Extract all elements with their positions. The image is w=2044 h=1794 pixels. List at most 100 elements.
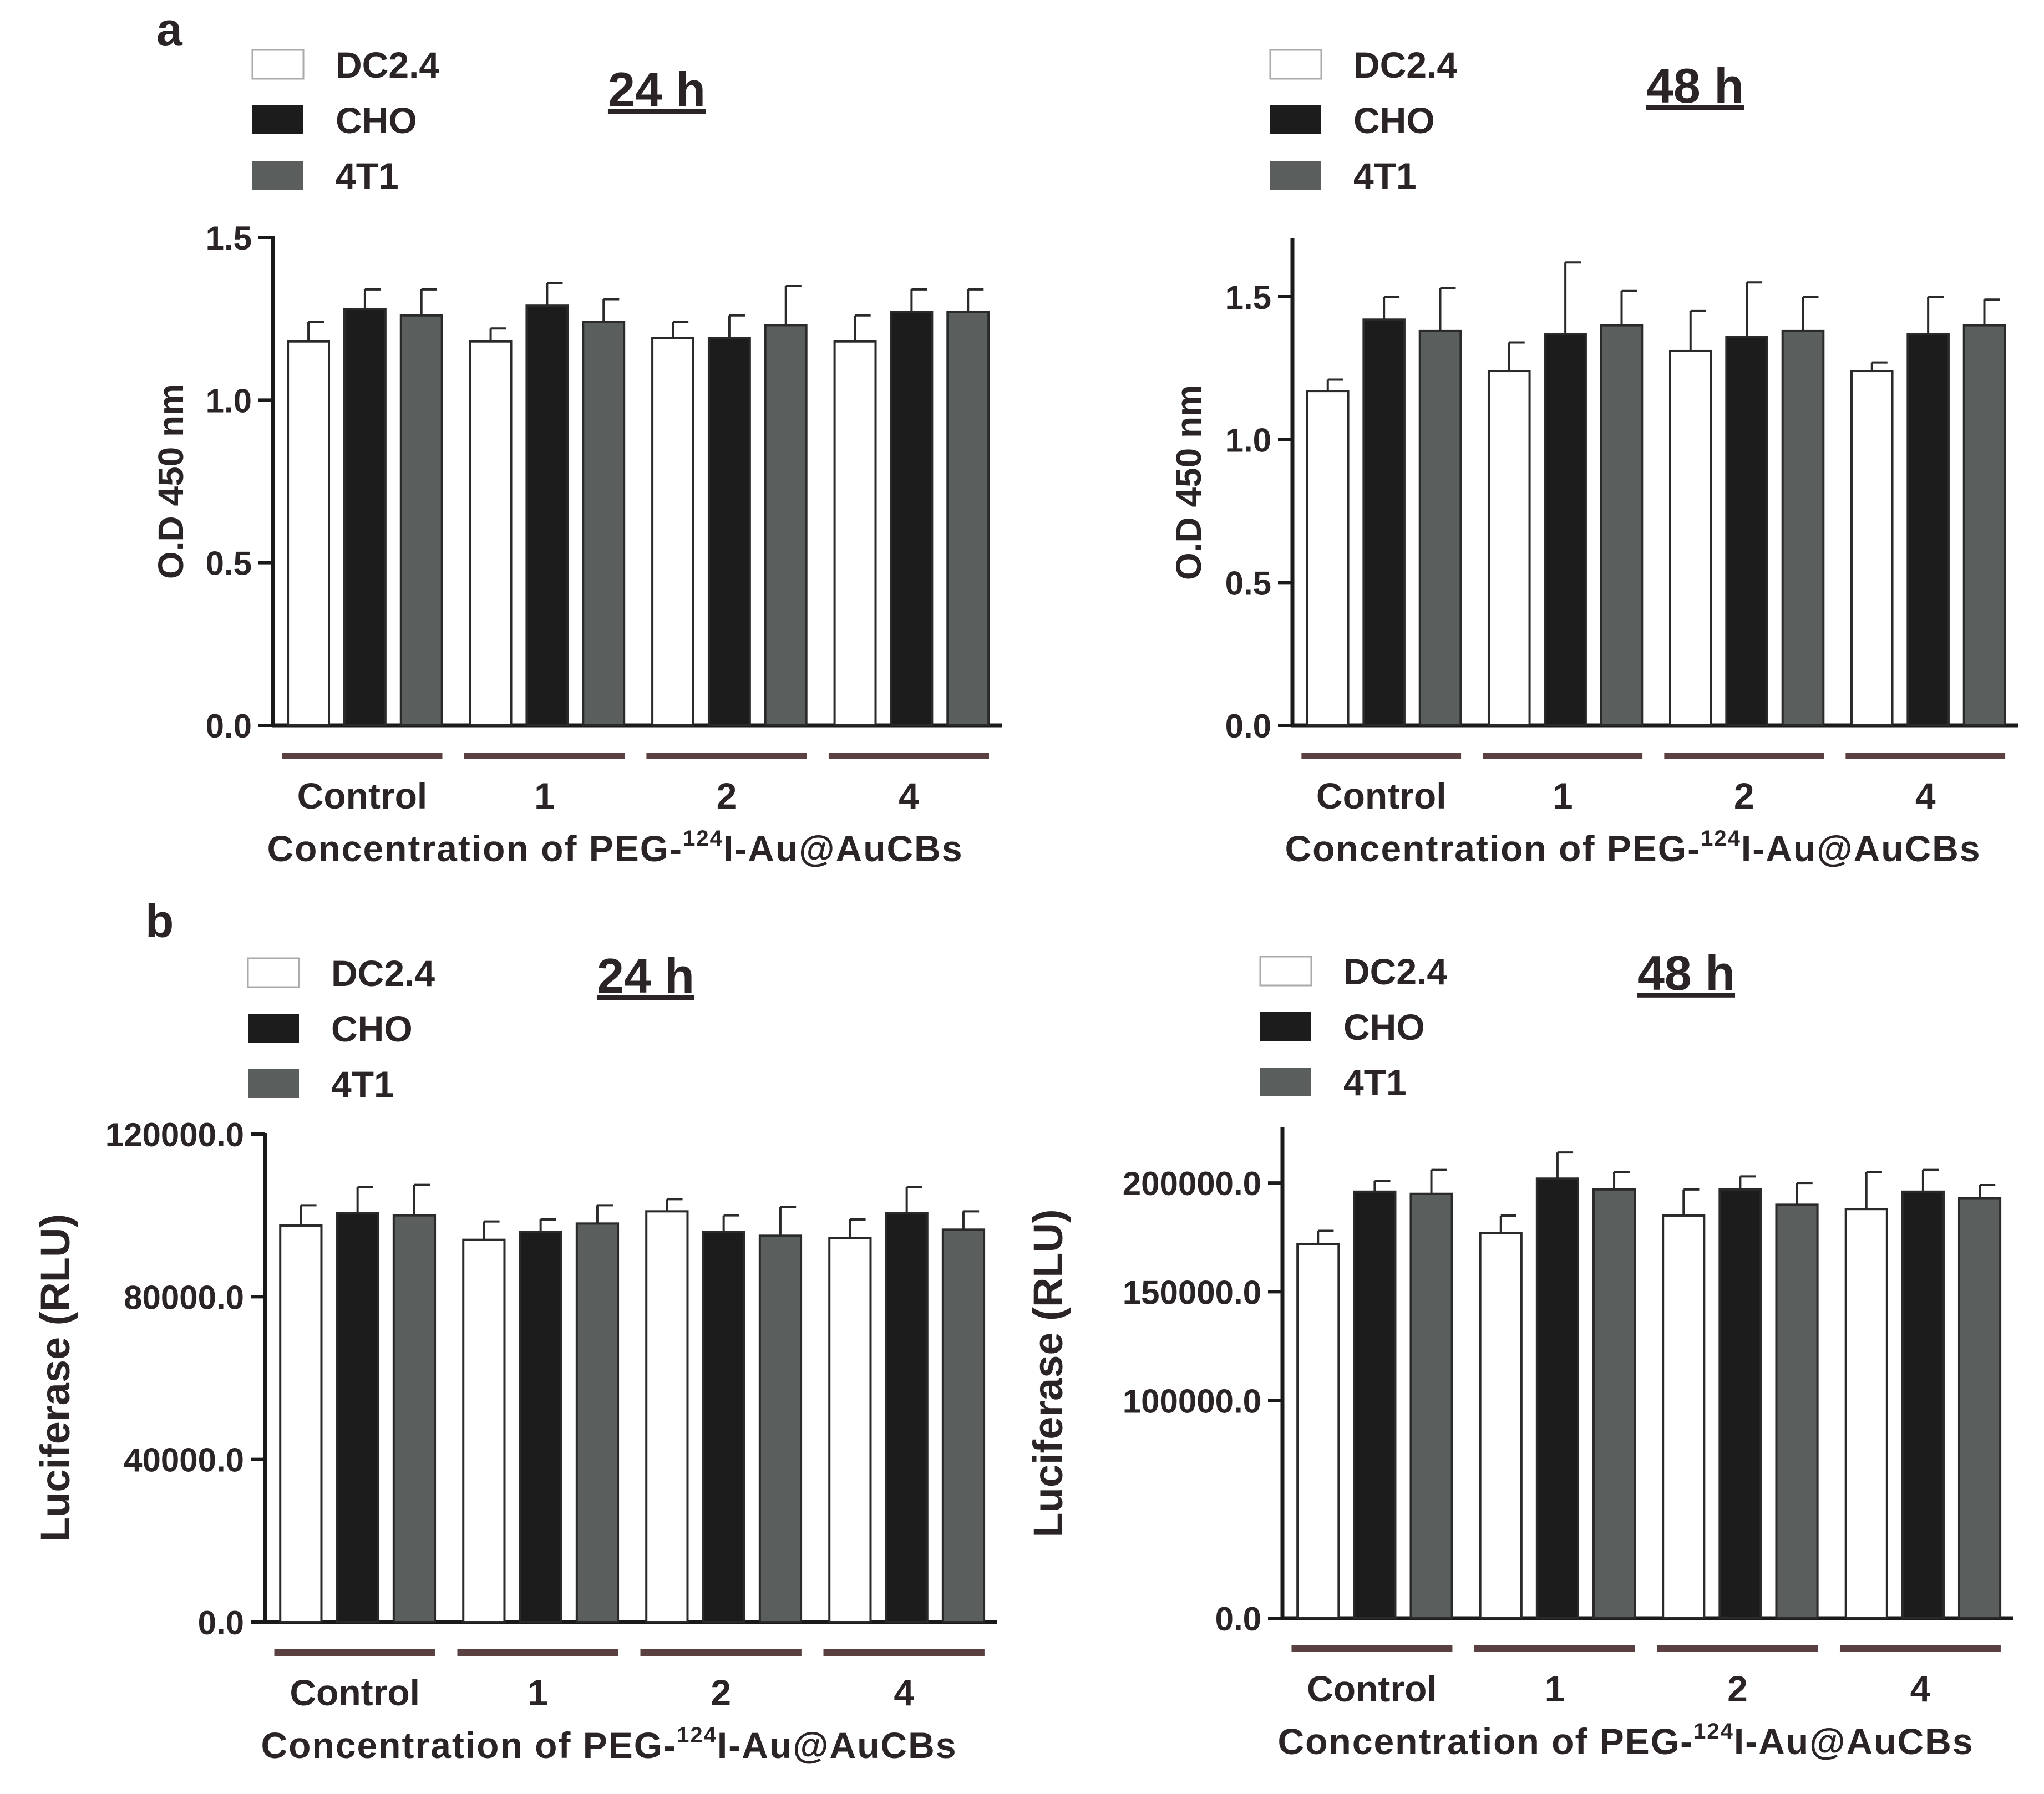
bar-cho-2: [1718, 1188, 1762, 1620]
legend: DC2.4 CHO 4T1: [1269, 44, 1457, 196]
bar-4t1-4: [1962, 324, 2006, 726]
y-tick-label: 1.5: [206, 220, 252, 257]
legend-swatch-cho: [248, 1014, 299, 1043]
x-axis-label-rest: I-Au@AuCBs: [717, 1725, 957, 1766]
chart-title: 24 h: [608, 62, 706, 117]
y-tick-label: 40000.0: [124, 1442, 244, 1479]
y-tick-label: 0.5: [206, 545, 252, 582]
bar-cho-2: [702, 1231, 745, 1623]
y-tick-label: 200000.0: [1123, 1165, 1261, 1202]
chart-3: 24 h DC2.4 CHO 4T1 0.0 40000.0 80000.0 120000.0…: [32, 948, 997, 1766]
x-tick-label: 1: [534, 775, 555, 816]
y-tick-label: 0.0: [198, 1604, 244, 1641]
legend-swatch-dc24: [1269, 49, 1322, 80]
bar-dc24-1: [1487, 370, 1531, 726]
x-tick-label: 2: [717, 775, 737, 816]
bar-dc24-1: [1479, 1232, 1523, 1619]
x-tick-label: 2: [711, 1672, 731, 1713]
bar-4t1-control: [392, 1214, 437, 1624]
y-tick-label: 120000.0: [105, 1116, 244, 1153]
legend-label: CHO: [331, 1008, 413, 1049]
legend-swatch-4t1: [1260, 1068, 1311, 1096]
bar-4t1-2: [758, 1234, 803, 1623]
legend-label: CHO: [336, 100, 417, 141]
legend-swatch-dc24: [1259, 956, 1312, 987]
y-axis-label: Luciferase (RLU): [32, 1214, 78, 1542]
bar-cho-2: [707, 337, 751, 726]
bar-dc24-1: [469, 340, 513, 726]
bar-dc24-4: [1844, 1208, 1888, 1619]
chart-title: 48 h: [1637, 946, 1735, 1000]
y-tick-label: 100000.0: [1123, 1383, 1261, 1420]
y-tick-label: 0.5: [1225, 565, 1271, 602]
x-tick-label: 4: [1910, 1668, 1931, 1709]
y-axis-label: Luciferase (RLU): [1025, 1209, 1071, 1537]
bar-dc24-control: [279, 1224, 323, 1623]
x-axis-label-sup: 124: [1701, 826, 1741, 851]
bar-cho-4: [1901, 1190, 1945, 1619]
y-tick-label: 1.0: [206, 382, 252, 419]
x-tick-label: 4: [899, 775, 919, 816]
x-tick-label: 4: [1915, 775, 1936, 816]
legend-label: 4T1: [336, 155, 399, 196]
x-axis-label: Concentration of PEG-124I-Au@AuCBs: [1285, 826, 1981, 869]
x-axis-label-main: Concentration of PEG-: [267, 828, 683, 869]
y-tick-label: 1.0: [1225, 422, 1271, 459]
x-tick-label: Control: [1316, 775, 1447, 816]
x-axis-label-rest: I-Au@AuCBs: [1741, 828, 1981, 869]
legend-swatch-4t1: [1270, 161, 1321, 190]
bar-4t1-4: [946, 311, 990, 726]
legend-label: 4T1: [1353, 155, 1417, 196]
y-tick-label: 80000.0: [124, 1279, 244, 1316]
legend-swatch-dc24: [251, 49, 305, 80]
bar-cho-1: [525, 304, 569, 726]
legend-swatch-cho: [1270, 105, 1321, 134]
x-axis-label: Concentration of PEG-124I-Au@AuCBs: [1277, 1719, 1974, 1762]
bar-dc24-control: [1296, 1242, 1340, 1620]
legend-label: 4T1: [1343, 1062, 1407, 1103]
bar-4t1-control: [1409, 1192, 1453, 1620]
x-axis-label-main: Concentration of PEG-: [1285, 828, 1701, 869]
charts-container: 24 h DC2.4 CHO 4T1 0.0 0.5 1.0 1.5 O.D 450 nm Con…: [32, 44, 2018, 1766]
y-tick-label: 0.0: [1215, 1600, 1261, 1638]
legend-label: CHO: [1353, 100, 1435, 141]
bar-dc24-control: [287, 340, 331, 726]
y-axis-label: O.D 450 nm: [151, 384, 191, 579]
bar-cho-control: [343, 308, 387, 726]
y-axis-label: O.D 450 nm: [1169, 385, 1209, 580]
legend-label: DC2.4: [336, 44, 439, 85]
x-axis-label-main: Concentration of PEG-: [261, 1725, 677, 1766]
bar-cho-control: [1362, 318, 1406, 726]
legend: DC2.4 CHO 4T1: [251, 44, 439, 196]
bar-4t1-1: [1600, 324, 1644, 726]
bar-cho-4: [1906, 333, 1950, 726]
x-tick-label: 1: [1545, 1668, 1565, 1709]
bar-4t1-4: [1957, 1197, 2002, 1620]
bar-dc24-4: [833, 340, 877, 726]
panel-label-a: a: [156, 3, 183, 55]
bar-cho-4: [885, 1212, 929, 1623]
legend-swatch-4t1: [252, 161, 303, 190]
y-tick-label: 0.0: [206, 708, 252, 745]
chart-4: 48 h DC2.4 CHO 4T1 0.0 100000.0 150000.0 200000…: [1025, 946, 2013, 1762]
bar-4t1-control: [1418, 329, 1462, 726]
y-tick-label: 0.0: [1225, 708, 1271, 745]
x-axis-label: Concentration of PEG-124I-Au@AuCBs: [267, 826, 963, 869]
legend-label: DC2.4: [1353, 44, 1457, 85]
x-axis-label-rest: I-Au@AuCBs: [723, 828, 963, 869]
bar-dc24-4: [1850, 370, 1894, 726]
bar-dc24-4: [828, 1237, 872, 1623]
bar-4t1-1: [1592, 1188, 1636, 1620]
bar-cho-control: [336, 1212, 379, 1623]
bar-dc24-2: [651, 337, 695, 726]
bar-4t1-2: [1775, 1203, 1819, 1619]
chart-title: 24 h: [597, 948, 694, 1003]
legend: DC2.4 CHO 4T1: [1259, 951, 1447, 1103]
bar-4t1-2: [764, 324, 808, 726]
legend-swatch-dc24: [247, 957, 300, 988]
chart-title: 48 h: [1646, 58, 1744, 113]
x-axis-label: Concentration of PEG-124I-Au@AuCBs: [261, 1723, 957, 1766]
x-axis-label-main: Concentration of PEG-: [1277, 1721, 1693, 1762]
legend-swatch-cho: [252, 105, 303, 134]
